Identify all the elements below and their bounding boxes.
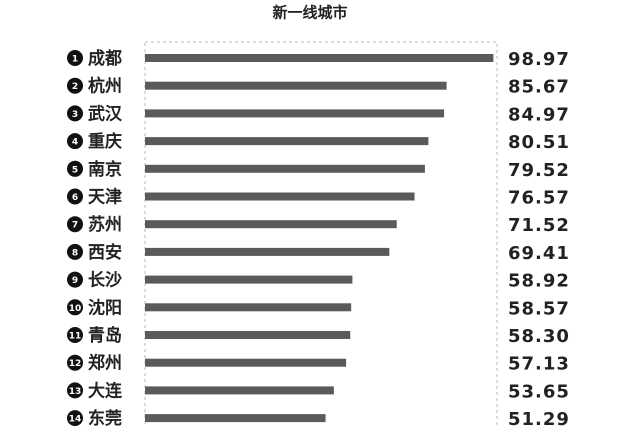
bar	[145, 358, 347, 367]
rank-number: 11	[69, 332, 82, 342]
rank-number: 10	[69, 304, 82, 314]
category-label: 大连	[88, 380, 123, 401]
plot-frame	[144, 41, 498, 426]
rank-badge	[67, 299, 83, 316]
bar	[145, 303, 352, 312]
value-label: 85.67	[508, 77, 570, 98]
rank-badge	[67, 271, 83, 288]
category-label: 成都	[88, 48, 122, 69]
bar	[145, 54, 494, 62]
value-label: 80.51	[508, 132, 570, 153]
rank-number: 9	[72, 276, 78, 286]
bar	[145, 275, 353, 284]
category-label: 南京	[88, 159, 122, 180]
bar	[145, 414, 326, 423]
rank-number: 13	[69, 387, 82, 397]
rank-number: 7	[72, 221, 78, 231]
bar	[145, 81, 447, 90]
rank-badge	[67, 133, 83, 150]
rank-badge	[67, 327, 83, 343]
bar	[145, 192, 415, 201]
rank-number: 6	[72, 193, 78, 203]
value-label: 71.52	[508, 215, 570, 236]
rank-badge	[67, 188, 83, 205]
rank-number: 12	[69, 359, 82, 369]
value-label: 58.30	[508, 326, 570, 347]
value-label: 76.57	[508, 188, 570, 209]
category-label: 郑州	[88, 353, 122, 374]
value-label: 57.13	[508, 354, 570, 375]
rank-number: 4	[72, 138, 78, 148]
bar	[145, 220, 397, 229]
rank-badge	[67, 160, 83, 177]
rank-number: 5	[72, 165, 78, 175]
rank-badge	[67, 105, 83, 122]
bar	[145, 137, 429, 146]
rank-number: 3	[72, 110, 78, 120]
value-label: 53.65	[508, 381, 570, 402]
category-label: 杭州	[88, 76, 122, 97]
category-label: 长沙	[88, 270, 122, 291]
category-label: 沈阳	[88, 297, 122, 318]
category-label: 东莞	[88, 408, 122, 426]
category-label: 天津	[88, 187, 122, 208]
rank-number: 14	[69, 415, 82, 425]
bar	[145, 247, 390, 256]
category-label: 重庆	[88, 131, 122, 152]
rank-number: 8	[72, 248, 78, 258]
rank-badge	[67, 216, 83, 233]
bar	[145, 331, 351, 339]
rank-badge	[67, 354, 83, 371]
category-label: 苏州	[88, 214, 122, 235]
bar	[145, 164, 425, 173]
bar	[145, 109, 445, 118]
value-label: 84.97	[508, 104, 570, 125]
rank-badge	[67, 50, 83, 66]
value-label: 58.92	[508, 271, 570, 292]
rank-badge	[67, 243, 83, 260]
category-label: 青岛	[88, 325, 122, 346]
category-label: 武汉	[88, 103, 123, 124]
chart-title: 新一线城市	[272, 4, 347, 22]
value-label: 51.29	[508, 409, 570, 426]
rank-badge	[67, 382, 83, 399]
rank-number: 2	[72, 82, 78, 92]
category-label: 西安	[88, 242, 122, 263]
value-label: 69.41	[508, 243, 570, 264]
value-label: 98.97	[508, 49, 570, 70]
bar	[145, 386, 334, 395]
value-label: 79.52	[508, 160, 570, 181]
value-label: 58.57	[508, 298, 570, 319]
rank-badge	[67, 410, 83, 426]
rank-number: 1	[72, 55, 78, 65]
rank-badge	[67, 77, 83, 94]
